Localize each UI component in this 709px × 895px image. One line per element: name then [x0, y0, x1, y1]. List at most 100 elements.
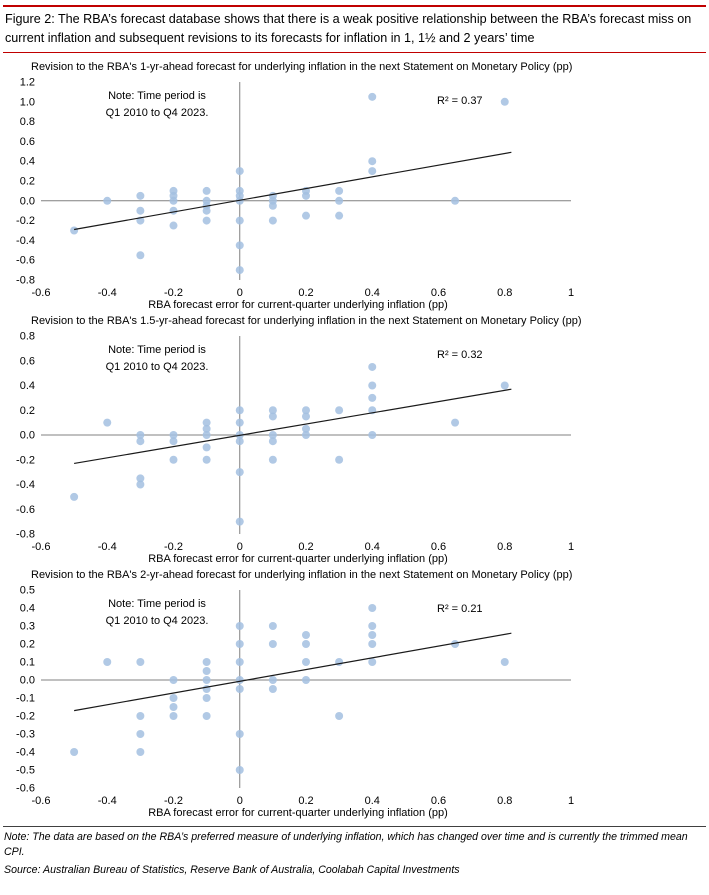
x-tick-label: -0.6 [32, 287, 51, 299]
data-point [169, 702, 178, 711]
data-point [335, 186, 344, 195]
y-tick-label: 0.2 [20, 175, 35, 187]
data-point [335, 657, 344, 666]
y-tick-label: 0.6 [20, 355, 35, 367]
chart-title: Revision to the RBA's 1-yr-ahead forecas… [31, 60, 573, 73]
data-point [235, 517, 244, 526]
y-tick-label: 0.8 [20, 330, 35, 342]
time-period-note: Note: Time period is Q1 2010 to Q4 2023. [105, 89, 209, 120]
data-point [335, 406, 344, 415]
time-period-note: Note: Time period is Q1 2010 to Q4 2023. [105, 343, 209, 374]
data-point [70, 492, 79, 501]
x-tick-label: 0.2 [298, 541, 313, 553]
y-tick-label: 1.0 [20, 96, 35, 108]
data-point [136, 251, 145, 260]
data-point [451, 639, 460, 648]
data-point [169, 455, 178, 464]
data-point [268, 412, 277, 421]
data-point [202, 418, 211, 427]
data-point [302, 412, 310, 421]
x-tick-label: -0.4 [98, 287, 117, 299]
data-point [169, 430, 178, 439]
scatter-plot-1yr: 1.2 1.0 0.8 0.6 0.4 0.2 0.0 -0.2 -0.4 -0.6 -0.8 -0.… [3, 74, 706, 302]
data-point [268, 684, 277, 693]
x-tick-label: -0.2 [164, 541, 183, 553]
y-tick-label: -0.5 [16, 764, 35, 776]
x-tick-label: -0.2 [164, 287, 183, 299]
scatter-plot-2yr: 0.5 0.4 0.3 0.2 0.1 0.0 -0.1 -0.2 -0.3 -0.4 -0.5 -0… [3, 582, 706, 810]
plot-svg: 0.5 0.4 0.3 0.2 0.1 0.0 -0.1 -0.2 -0.3 -0.4 -0.5 -0… [16, 584, 574, 807]
y-tick-label: 0.8 [20, 116, 35, 128]
data-point [136, 191, 145, 200]
data-point [268, 216, 277, 225]
data-point [268, 436, 277, 445]
r-squared-label: R² = 0.32 [437, 348, 483, 361]
data-point [169, 206, 178, 215]
data-point [235, 418, 244, 427]
data-point [103, 418, 112, 427]
x-axis-title: RBA forecast error for current-quarter u… [148, 298, 448, 311]
chart-block-1-5yr: Revision to the RBA's 1.5-yr-ahead forec… [3, 315, 706, 565]
data-point [235, 729, 244, 738]
x-axis-title: RBA forecast error for current-quarter u… [148, 806, 448, 819]
time-period-note: Note: Time period is Q1 2010 to Q4 2023. [105, 597, 209, 628]
data-point [302, 639, 310, 648]
y-tick-label: -0.4 [16, 235, 35, 247]
data-point [368, 393, 377, 402]
y-tick-label: 0.6 [20, 136, 35, 148]
data-point [368, 639, 377, 648]
x-tick-label: 1 [568, 541, 574, 553]
data-point [70, 747, 79, 756]
data-point [500, 97, 509, 106]
y-tick-label: -0.8 [16, 528, 35, 540]
data-point [368, 657, 377, 666]
data-point [169, 675, 178, 684]
data-point [268, 621, 277, 630]
footer-note: Note: The data are based on the RBA’s pr… [4, 830, 688, 859]
x-tick-label: 0 [237, 287, 243, 299]
y-tick-label: 0.0 [20, 674, 35, 686]
data-point [500, 657, 509, 666]
y-tick-label: 0.3 [20, 620, 35, 632]
data-point [368, 156, 377, 165]
data-point [302, 211, 310, 220]
data-point [136, 436, 145, 445]
y-tick-label: -0.2 [16, 215, 35, 227]
data-point [302, 424, 310, 433]
data-point [368, 430, 377, 439]
data-point [235, 657, 244, 666]
data-point [169, 711, 178, 720]
data-point [268, 201, 277, 210]
y-tick-label: -0.4 [16, 746, 35, 758]
scatter-plot-1-5yr: 0.8 0.6 0.4 0.2 0.0 -0.2 -0.4 -0.6 -0.8 -0.6 -0.4-… [3, 328, 706, 556]
top-red-rule [3, 5, 706, 7]
data-point [268, 639, 277, 648]
data-point [136, 206, 145, 215]
data-point [335, 196, 344, 205]
data-point [268, 430, 277, 439]
plot-svg: 1.21.00.80.60.40.20.0-0.2-0.4-0.6-0.8-0.… [16, 76, 574, 299]
data-point [235, 406, 244, 415]
data-point [235, 241, 244, 250]
data-point [169, 436, 178, 445]
x-tick-label: -0.4 [98, 541, 117, 553]
y-tick-label: -0.6 [16, 782, 35, 794]
y-tick-label: 1.2 [20, 76, 35, 88]
figure-footer: Note: The data are based on the RBA’s pr… [3, 827, 706, 878]
y-tick-label: 0.4 [20, 155, 35, 167]
r-squared-label: R² = 0.21 [437, 602, 483, 615]
trend-line [74, 632, 512, 711]
x-tick-label: 0.6 [431, 541, 446, 553]
chart-block-2yr: Revision to the RBA's 2-yr-ahead forecas… [3, 569, 706, 819]
data-point [202, 657, 211, 666]
data-point [103, 657, 112, 666]
data-point [70, 226, 79, 235]
y-tick-label: -0.6 [16, 254, 35, 266]
x-tick-label: 1 [568, 287, 574, 299]
x-tick-label: 0 [237, 795, 243, 807]
data-point [302, 430, 310, 439]
data-point [202, 216, 211, 225]
data-point [136, 480, 145, 489]
x-tick-label: 0.2 [298, 795, 313, 807]
